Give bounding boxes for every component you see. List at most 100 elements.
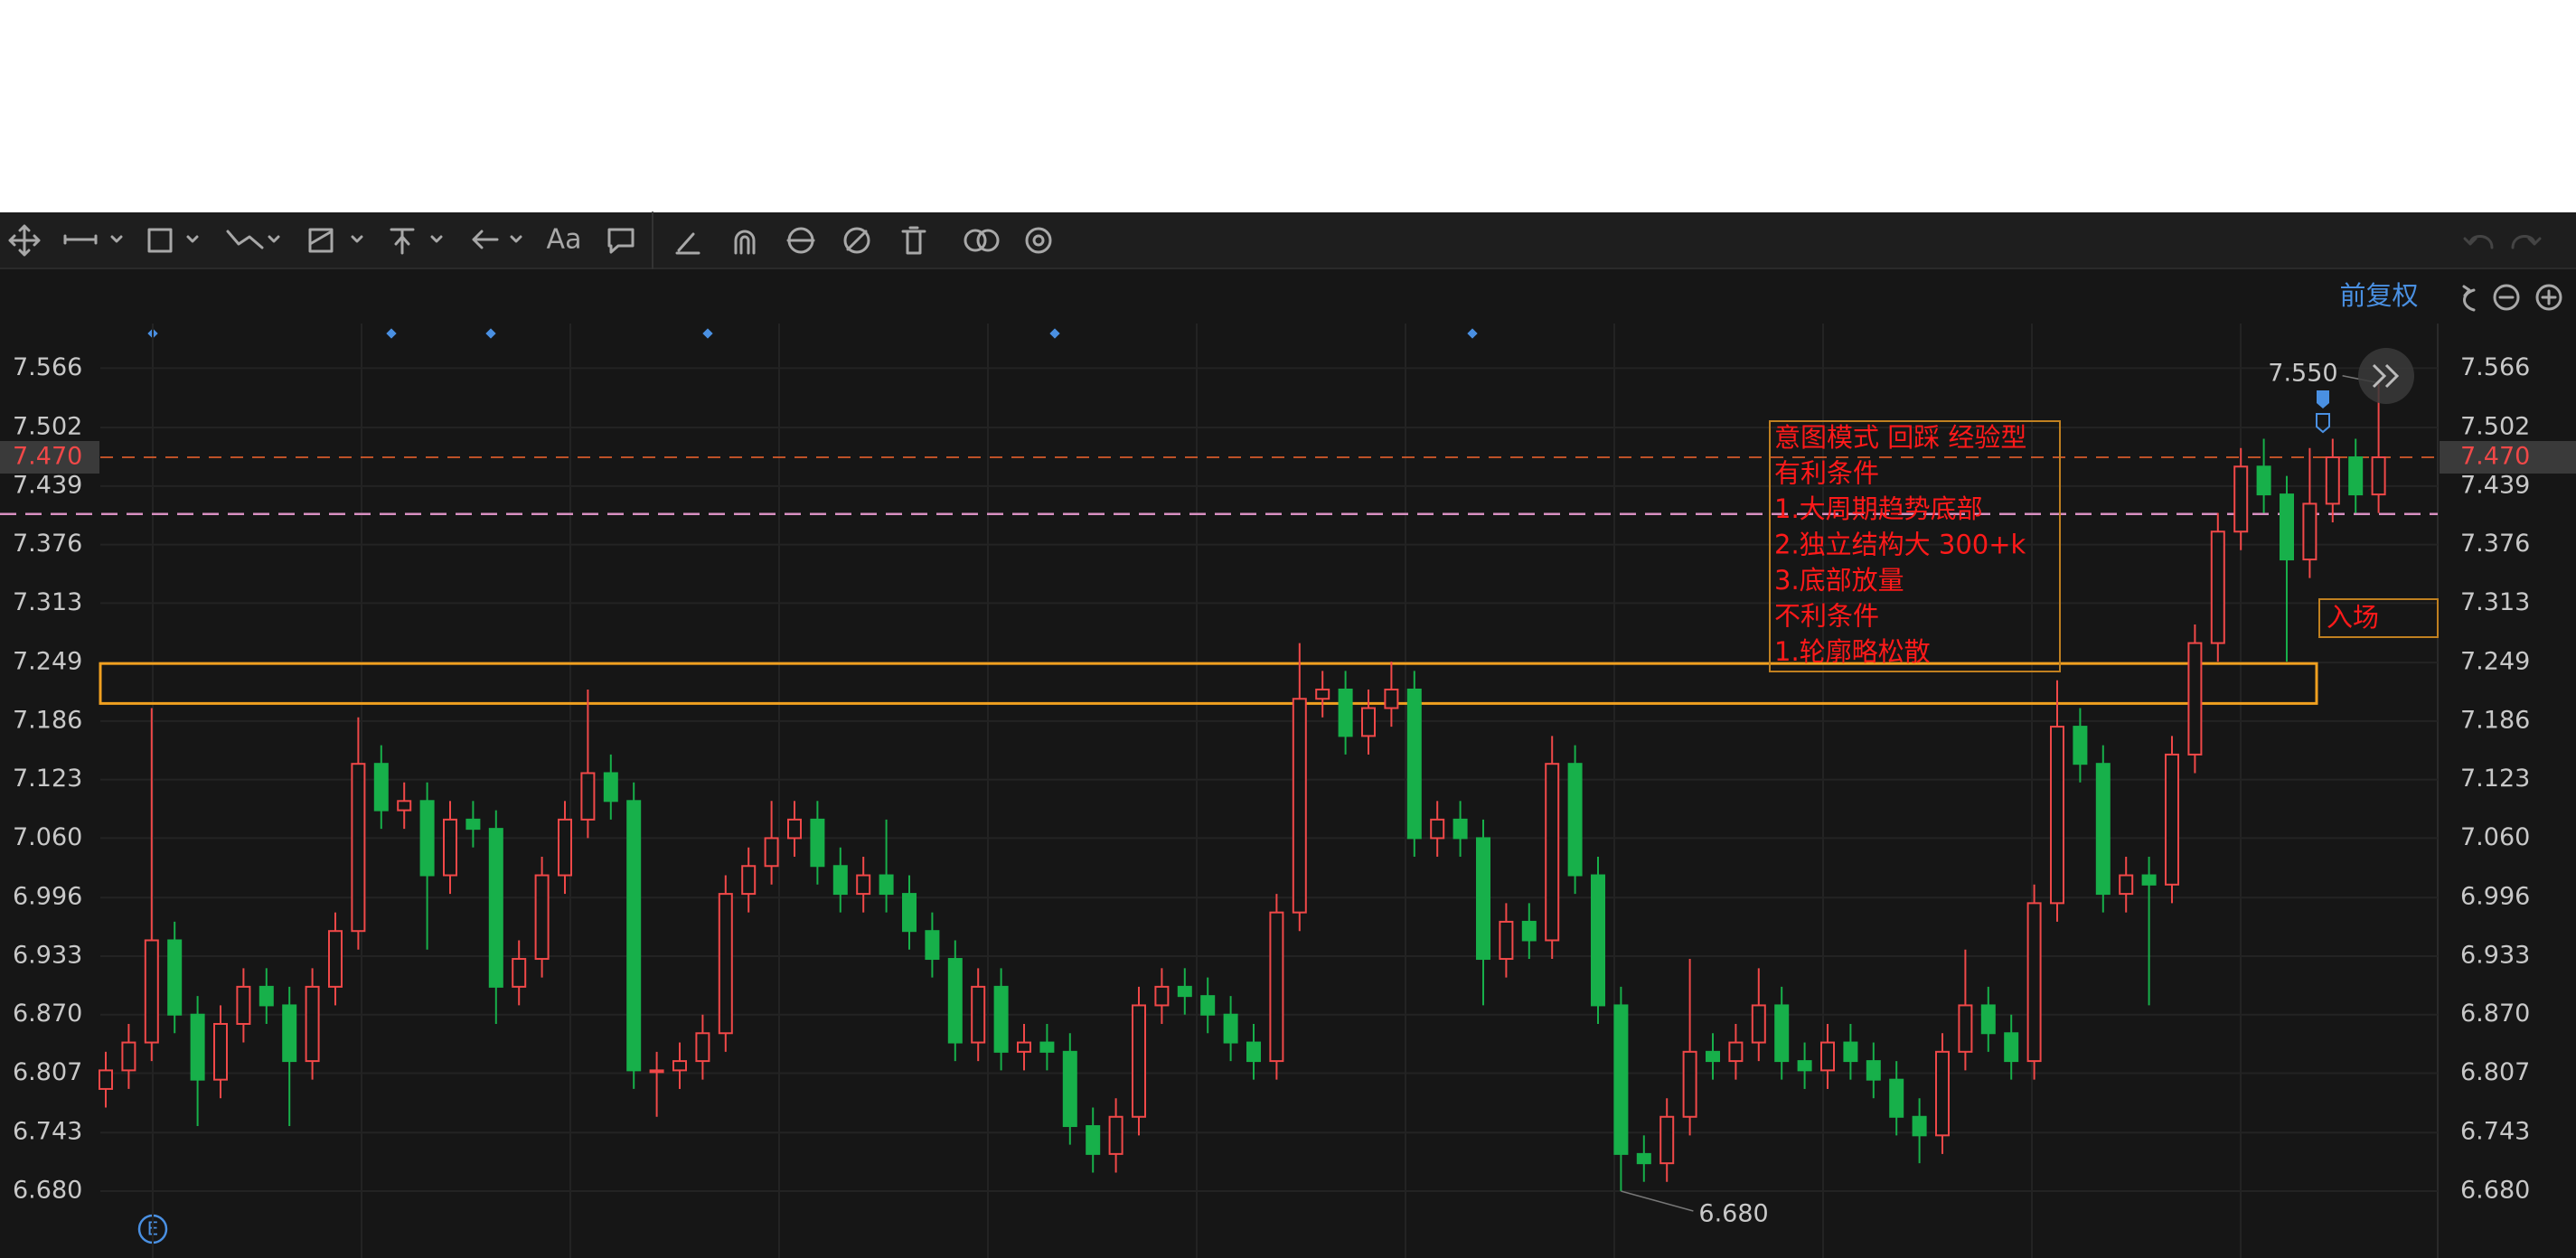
last-price-label: 7.470 — [13, 443, 82, 471]
candle-body — [626, 800, 642, 1072]
candle-body — [2165, 753, 2179, 886]
candle-body — [1659, 1115, 1675, 1165]
y-tick-label-right: 7.566 — [2460, 353, 2530, 381]
candle-body — [213, 1022, 228, 1081]
line-tool[interactable] — [63, 234, 123, 245]
candle-body — [741, 865, 757, 896]
zoom-controls[interactable] — [2462, 284, 2562, 312]
y-tick-label: 6.870 — [13, 1000, 82, 1028]
adjust-mode[interactable]: 前复权 — [2339, 280, 2418, 311]
candle-body — [99, 1069, 113, 1090]
toolbar — [0, 212, 2576, 268]
candle-body — [1406, 688, 1422, 840]
y-tick-label-right: 6.933 — [2460, 941, 2530, 969]
note-box — [1769, 420, 2061, 672]
high-label: 7.550 — [2268, 359, 2337, 387]
support-zone — [99, 662, 2318, 705]
candle-body — [2141, 874, 2157, 886]
candle-body — [121, 1041, 136, 1072]
candle-body — [1338, 688, 1353, 737]
lock-tool[interactable] — [786, 227, 815, 254]
candle-body — [1476, 837, 1490, 961]
candle-body — [718, 893, 733, 1035]
undo-redo[interactable] — [2463, 235, 2542, 249]
candle-body — [1613, 1004, 1629, 1155]
pen-tool[interactable] — [675, 232, 700, 255]
last-price-label-right: 7.470 — [2460, 443, 2530, 471]
candle-body — [1636, 1152, 1651, 1165]
candle-body — [2073, 726, 2088, 765]
compare-tool[interactable] — [964, 229, 1000, 252]
candle-body — [2302, 502, 2317, 561]
candle-body — [1545, 763, 1560, 942]
candle-body — [2004, 1032, 2019, 1063]
candle-body — [832, 865, 848, 896]
shape-tool[interactable] — [147, 228, 199, 253]
note-line: 2.独立结构大 300+k — [1774, 530, 2026, 560]
note-line: 有利条件 — [1774, 458, 1879, 489]
candle-body — [902, 893, 917, 933]
candle-body — [1958, 1004, 1973, 1053]
candle-body — [2256, 465, 2271, 496]
note-line: 意图模式 回踩 经验型 — [1774, 422, 2026, 453]
low-label: 6.680 — [1698, 1199, 1768, 1227]
candle-body — [580, 772, 596, 821]
y-tick-label: 7.060 — [13, 823, 82, 851]
candle-body — [993, 985, 1009, 1053]
signal-marker — [2317, 390, 2329, 408]
measure-tool[interactable] — [390, 228, 443, 255]
note-line: 1.轮廓略松散 — [1774, 636, 1931, 667]
magnet-tool[interactable] — [734, 230, 756, 255]
candle-body — [1132, 1004, 1146, 1118]
y-tick-label: 6.807 — [13, 1058, 82, 1086]
move-tool[interactable] — [8, 224, 41, 257]
top-blank — [0, 0, 2576, 212]
y-tick-label-right: 7.123 — [2460, 765, 2530, 793]
candle-body — [2371, 456, 2386, 496]
candle-body — [925, 930, 940, 961]
candle-body — [672, 1060, 687, 1072]
y-tick-label: 6.743 — [13, 1118, 82, 1146]
arrow-tool[interactable] — [472, 230, 522, 249]
candle-body — [488, 828, 503, 988]
vertical-grid — [152, 324, 2242, 1258]
candle-body — [465, 818, 481, 831]
candle-body — [328, 930, 343, 988]
candle-body — [1567, 763, 1583, 877]
candle-body — [1843, 1041, 1858, 1063]
candle-body — [879, 874, 894, 896]
candle-body — [1453, 818, 1468, 840]
candle-body — [1246, 1041, 1261, 1063]
settings-tool[interactable] — [1025, 227, 1052, 254]
y-tick-label: 6.996 — [13, 883, 82, 911]
text-tool[interactable]: Aa — [547, 224, 582, 256]
y-tick-label-right: 7.439 — [2460, 471, 2530, 499]
fib-tool[interactable] — [308, 228, 363, 253]
comment-tool[interactable] — [607, 228, 635, 254]
candle-body — [397, 800, 412, 812]
scroll-icon — [2372, 363, 2400, 389]
candle-body — [1430, 818, 1445, 840]
pattern-tool[interactable] — [226, 230, 280, 249]
candle-body — [190, 1013, 205, 1081]
candle-body — [419, 800, 435, 877]
candle-body — [947, 958, 963, 1044]
note-line: 1.大周期趋势底部 — [1774, 493, 1983, 524]
candle-body — [373, 763, 389, 812]
candle-body — [236, 985, 251, 1025]
candle-body — [1751, 1004, 1766, 1044]
delete-tool[interactable] — [901, 226, 926, 255]
y-tick-label-right: 6.996 — [2460, 883, 2530, 911]
y-tick-label: 7.376 — [13, 530, 82, 558]
y-tick-label-right: 7.313 — [2460, 588, 2530, 616]
candle-body — [1269, 911, 1284, 1063]
y-tick-label-right: 7.376 — [2460, 530, 2530, 558]
hide-tool[interactable] — [843, 227, 870, 254]
y-tick-label: 7.439 — [13, 471, 82, 499]
candle-body — [1728, 1041, 1744, 1063]
signal-marker — [2316, 413, 2330, 434]
y-tick-label: 7.313 — [13, 588, 82, 616]
candle-body — [558, 818, 572, 877]
y-tick-label: 7.566 — [13, 353, 82, 381]
candle-body — [351, 763, 366, 933]
